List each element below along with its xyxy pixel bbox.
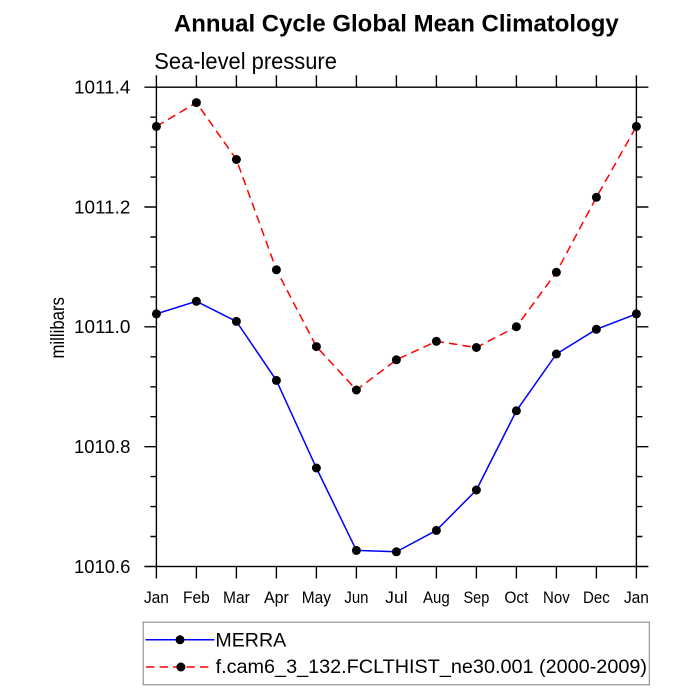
svg-text:1010.6: 1010.6 <box>74 557 130 577</box>
svg-text:Dec: Dec <box>583 588 610 607</box>
svg-text:1011.2: 1011.2 <box>74 197 130 217</box>
svg-text:MERRA: MERRA <box>215 629 286 651</box>
svg-text:Mar: Mar <box>223 588 250 607</box>
svg-text:1010.8: 1010.8 <box>74 437 130 457</box>
svg-text:Jul: Jul <box>385 588 407 607</box>
svg-text:Aug: Aug <box>423 588 450 607</box>
svg-text:Jan: Jan <box>144 588 169 607</box>
svg-text:Feb: Feb <box>183 588 210 607</box>
svg-text:1011.4: 1011.4 <box>74 78 130 98</box>
svg-text:Jun: Jun <box>344 588 368 607</box>
svg-text:Oct: Oct <box>504 588 528 607</box>
svg-text:Apr: Apr <box>264 588 289 607</box>
svg-text:May: May <box>302 588 332 607</box>
svg-text:Nov: Nov <box>543 588 570 607</box>
svg-text:Jan: Jan <box>624 588 649 607</box>
svg-text:Annual Cycle Global Mean Clima: Annual Cycle Global Mean Climatology <box>174 10 619 37</box>
svg-text:Sep: Sep <box>464 588 490 607</box>
svg-text:1011.0: 1011.0 <box>74 317 130 337</box>
svg-text:f.cam6_3_132.FCLTHIST_ne30.001: f.cam6_3_132.FCLTHIST_ne30.001 (2000-200… <box>216 656 647 678</box>
svg-text:millibars: millibars <box>48 297 69 359</box>
svg-text:Sea-level pressure: Sea-level pressure <box>154 48 337 74</box>
